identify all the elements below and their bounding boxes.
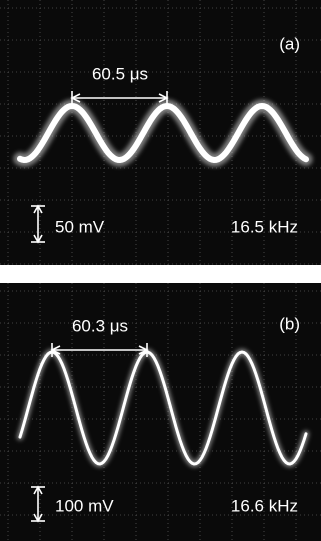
scale-label: 50 mV (55, 217, 105, 236)
panel-label: (a) (279, 34, 300, 53)
scale-label: 100 mV (55, 496, 114, 515)
panel-label: (b) (279, 314, 300, 333)
period-label: 60.3 μs (72, 316, 128, 335)
frequency-label: 16.5 kHz (231, 217, 298, 236)
frequency-label: 16.6 kHz (231, 496, 298, 515)
figure: (a) 60.5 μs 50 mV 16.5 kHz (b) 60.3 μs 1… (0, 0, 321, 541)
panel-a: (a) 60.5 μs 50 mV 16.5 kHz (0, 0, 321, 265)
panel-b: (b) 60.3 μs 100 mV 16.6 kHz (0, 283, 321, 541)
period-label: 60.5 μs (92, 64, 148, 83)
